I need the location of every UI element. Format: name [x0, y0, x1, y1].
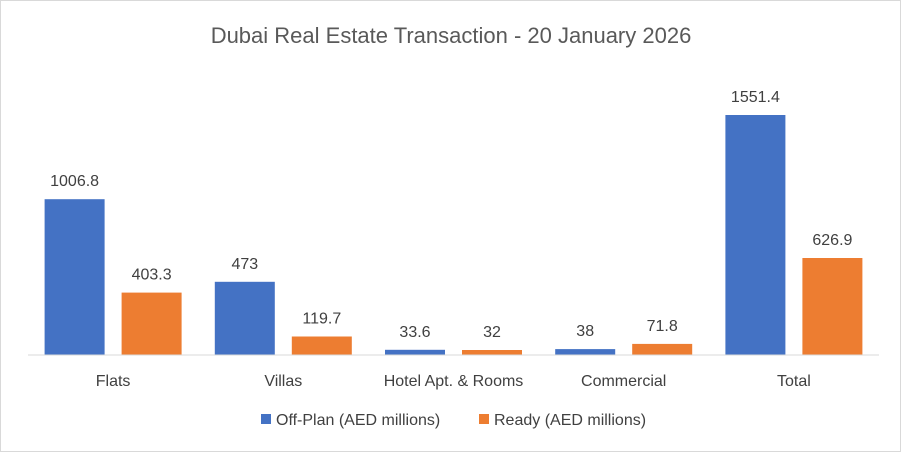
chart-title: Dubai Real Estate Transaction - 20 Janua… [211, 23, 692, 48]
category-labels-group: Flats Villas Hotel Apt. & Rooms Commercial T… [96, 373, 811, 390]
bar-ready-0 [121, 292, 182, 355]
data-label-ready-1: 119.7 [302, 311, 341, 328]
category-label-4: Total [777, 373, 811, 390]
category-label-1: Villas [264, 373, 302, 390]
bar-off-plan-1 [214, 281, 275, 355]
legend-swatch-off-plan [261, 414, 271, 424]
data-label-ready-2: 32 [483, 324, 501, 341]
data-label-ready-0: 403.3 [132, 267, 172, 284]
data-label-off-plan-4: 1551.4 [731, 89, 780, 106]
bar-off-plan-4 [725, 115, 786, 355]
bar-off-plan-3 [555, 349, 616, 355]
legend-label-off-plan: Off-Plan (AED millions) [276, 412, 440, 429]
data-label-ready-4: 626.9 [812, 232, 852, 249]
category-label-2: Hotel Apt. & Rooms [384, 373, 524, 390]
bar-off-plan-2 [385, 349, 445, 355]
category-label-3: Commercial [581, 373, 666, 390]
data-label-off-plan-1: 473 [231, 256, 258, 273]
bar-ready-2 [462, 350, 522, 355]
data-label-off-plan-3: 38 [576, 323, 594, 340]
data-label-ready-3: 71.8 [647, 318, 678, 335]
bar-ready-1 [291, 336, 352, 355]
category-label-0: Flats [96, 373, 131, 390]
legend: Off-Plan (AED millions) Ready (AED millio… [261, 412, 646, 429]
bar-ready-4 [802, 258, 863, 355]
legend-label-ready: Ready (AED millions) [494, 412, 646, 429]
bars-group [44, 115, 863, 355]
data-label-off-plan-0: 1006.8 [50, 173, 99, 190]
data-labels-group: 1006.8 403.3 473 119.7 33.6 32 38 71.8 1551.4 626… [50, 89, 852, 341]
bar-ready-3 [632, 343, 693, 355]
data-label-off-plan-2: 33.6 [399, 324, 430, 341]
legend-swatch-ready [479, 414, 489, 424]
bar-off-plan-0 [44, 199, 105, 355]
